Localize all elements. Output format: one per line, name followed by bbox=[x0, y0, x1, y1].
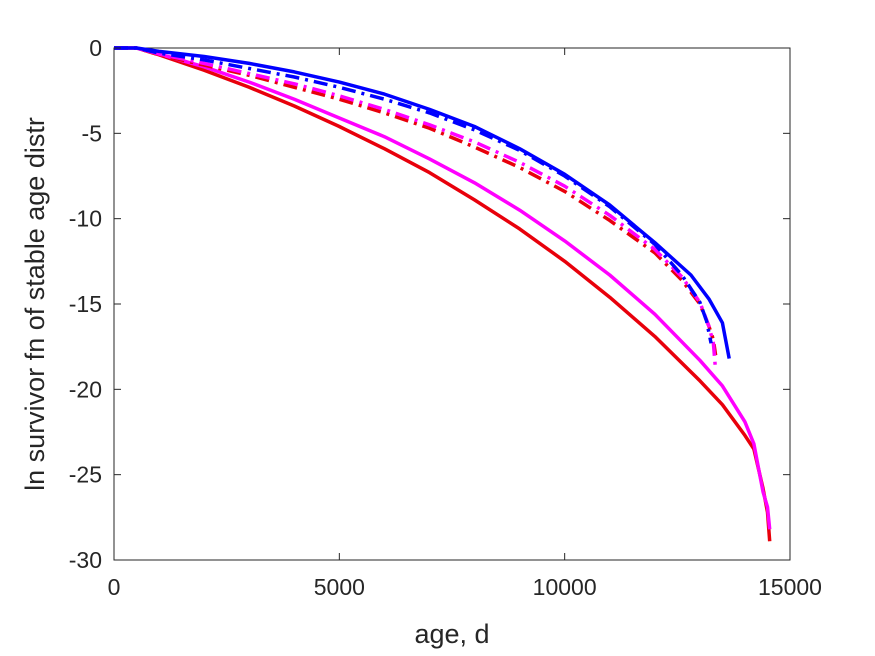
series-line-4 bbox=[114, 46, 718, 371]
y-tick-label: -25 bbox=[69, 462, 102, 488]
series-line-1 bbox=[114, 46, 772, 542]
y-tick-label: -30 bbox=[69, 547, 102, 573]
x-tick-label: 0 bbox=[108, 574, 121, 600]
y-axis-label: ln survivor fn of stable age distr bbox=[20, 117, 50, 491]
y-tick-label: 0 bbox=[89, 35, 102, 61]
x-tick-label: 5000 bbox=[314, 574, 365, 600]
x-axis-label: age, d bbox=[414, 619, 489, 649]
series-layer bbox=[114, 46, 772, 542]
ticks-layer: 0 5000 10000 15000 0 -5 -10 -15 -20 -25 -30 bbox=[69, 35, 822, 600]
y-tick-label: -15 bbox=[69, 291, 102, 317]
series-line-6 bbox=[114, 46, 731, 359]
series-line-2 bbox=[114, 46, 772, 530]
y-tick-label: -5 bbox=[82, 120, 102, 146]
x-tick-label: 10000 bbox=[533, 574, 597, 600]
plot-area bbox=[113, 47, 791, 561]
x-tick-label: 15000 bbox=[758, 574, 822, 600]
y-tick-label: -10 bbox=[69, 206, 102, 232]
series-line-5 bbox=[114, 46, 713, 344]
y-tick-label: -20 bbox=[69, 376, 102, 402]
